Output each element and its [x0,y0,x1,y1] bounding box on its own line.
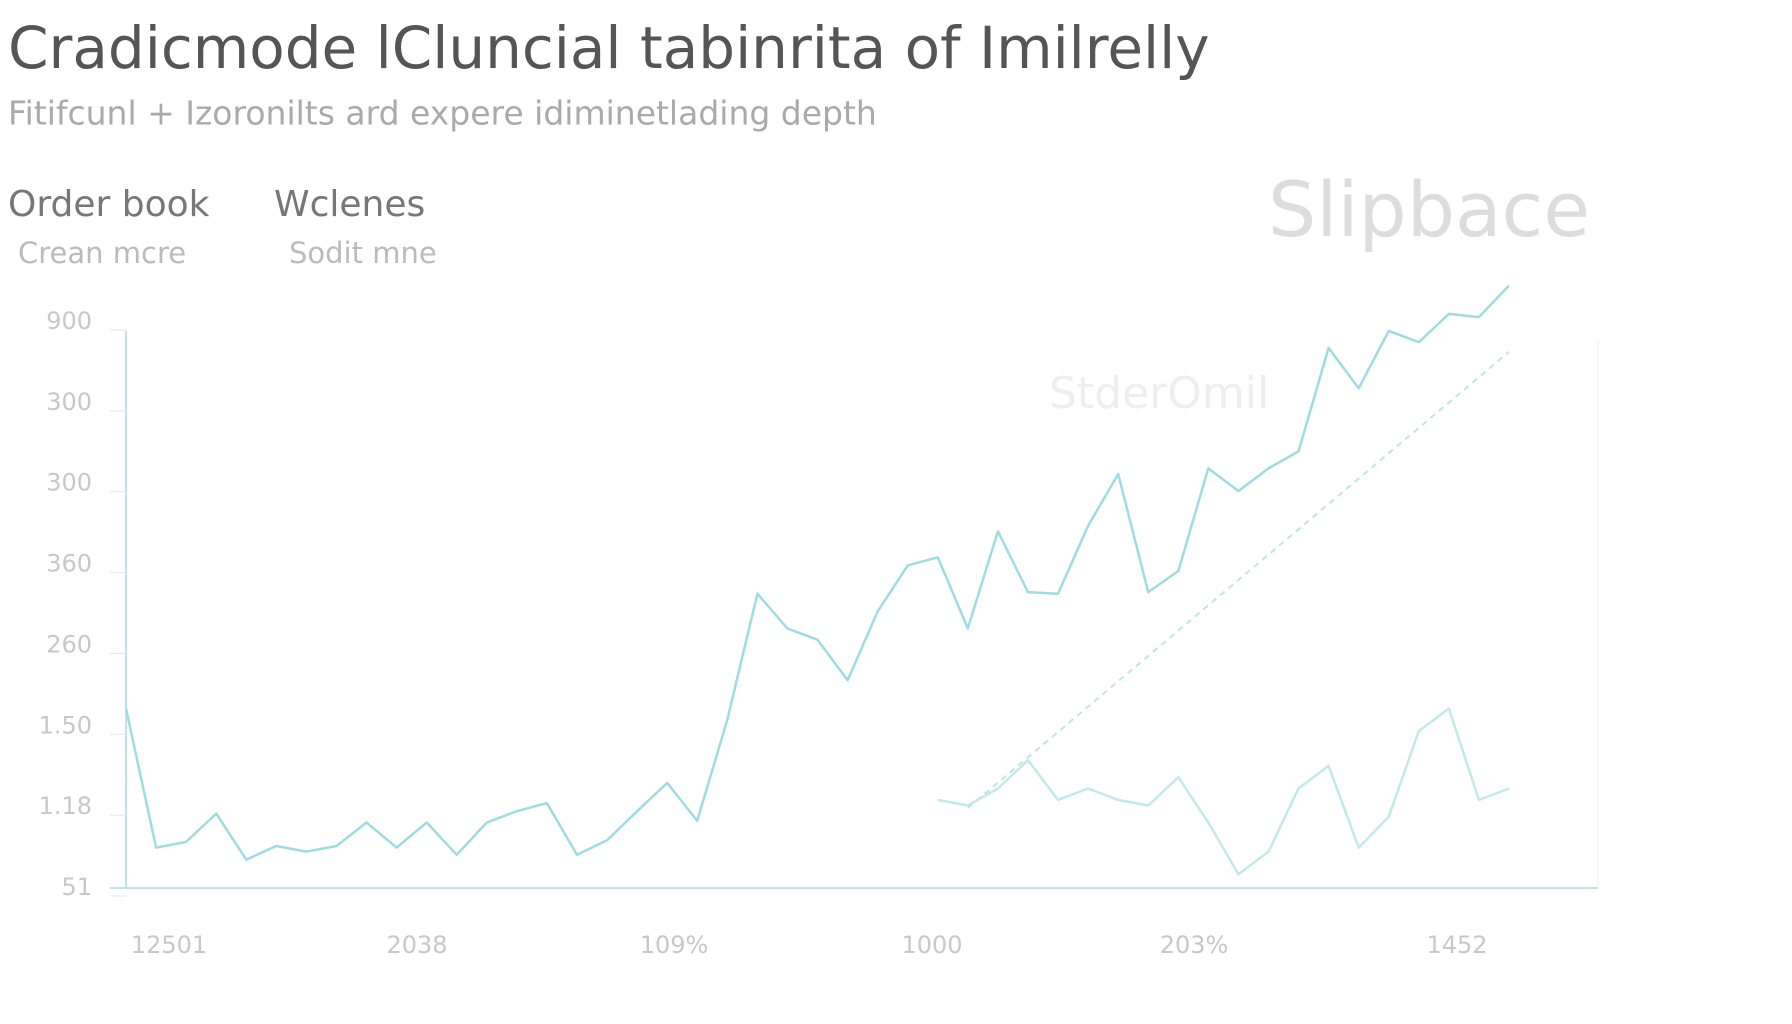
x-tick-label: 12501 [131,931,207,959]
series-line [967,351,1510,809]
y-tick-label: 900 [46,307,92,335]
annotation: StderOmil [1049,368,1269,419]
chart-title: Cradicmode lCluncial tabinrita of Imilre… [8,14,1210,82]
watermark: Slipbace [1268,165,1590,254]
x-tick-label: 1452 [1426,931,1487,959]
panel-label: Order book [8,184,210,225]
x-tick-label: 203% [1160,931,1229,959]
y-tick-label: 1.18 [39,792,92,820]
y-tick-label: 1.50 [39,711,92,739]
y-tick-label: 51 [61,873,92,901]
panel-sublabel: Sodit mne [289,236,437,270]
panel-sublabel: Crean mcre [18,236,186,270]
x-tick-label: 109% [640,931,709,959]
y-tick-label: 300 [46,469,92,497]
x-tick-label: 1000 [901,931,962,959]
series-line [937,707,1510,876]
chart-subtitle: Fitifcunl + Izoronilts ard expere idimin… [8,94,877,133]
y-tick-label: 360 [46,550,92,578]
y-tick-label: 260 [46,630,92,658]
panel-label: Wclenes [274,184,425,225]
series-line [124,284,1510,861]
y-tick-label: 300 [46,388,92,416]
x-tick-label: 2038 [386,931,447,959]
